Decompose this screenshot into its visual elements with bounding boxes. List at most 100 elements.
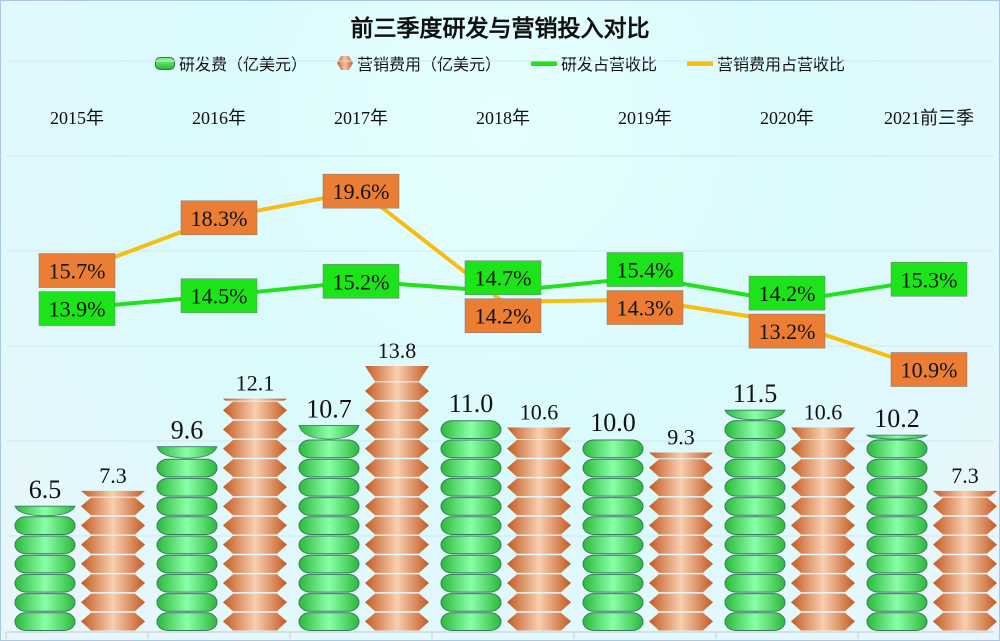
rd-bar-unit <box>582 535 644 555</box>
rd-bar-unit <box>156 477 218 497</box>
rd-bar-unit <box>298 516 360 535</box>
rd-bar-value-label: 11.5 <box>733 379 778 408</box>
marketing-bar-unit <box>365 459 429 477</box>
marketing-ratio-label: 15.7% <box>49 259 106 284</box>
rd-bar-partial <box>156 446 218 459</box>
rd-bar-unit <box>724 477 786 497</box>
rd-bar-unit <box>866 554 928 574</box>
rd-bar-unit <box>156 573 218 593</box>
rd-bar-unit <box>724 535 786 555</box>
rd-bar-partial <box>866 434 928 440</box>
marketing-ratio-label-box <box>180 200 258 236</box>
marketing-ratio-label-box <box>606 290 684 325</box>
marketing-bar-unit <box>507 593 571 612</box>
marketing-bar-unit <box>933 612 997 631</box>
rd-ratio-label: 14.5% <box>191 284 248 309</box>
marketing-bar-partial <box>791 427 855 439</box>
marketing-bar-unit <box>365 440 429 458</box>
marketing-bar-unit <box>649 497 713 516</box>
marketing-bar-partial <box>649 452 713 459</box>
rd-bar-unit <box>582 439 644 459</box>
rd-bar-unit <box>298 535 360 555</box>
rd-bar-unit <box>156 458 218 478</box>
rd-bar-unit <box>14 573 76 593</box>
marketing-bar-unit <box>791 516 855 535</box>
rd-ratio-label: 14.2% <box>759 281 816 306</box>
marketing-ratio-label-box <box>890 352 968 387</box>
rd-bar-unit <box>866 458 928 478</box>
marketing-ratio-label-box <box>464 298 542 333</box>
rd-ratio-label-box <box>38 291 116 326</box>
category-label: 2015年 <box>50 108 104 128</box>
rd-bar-unit <box>298 458 360 478</box>
rd-bar-unit <box>724 497 786 516</box>
marketing-bar-unit <box>81 574 145 593</box>
rd-bar-value-label: 10.7 <box>306 395 352 424</box>
rd-bar-unit <box>582 612 644 631</box>
marketing-bar-partial <box>223 398 287 401</box>
rd-bar-unit <box>724 439 786 459</box>
rd-bar-unit <box>14 516 76 535</box>
rd-bar-unit <box>724 573 786 593</box>
marketing-bar-unit <box>223 420 287 439</box>
rd-bar-unit <box>440 554 502 574</box>
green-pill-icon <box>154 56 175 70</box>
rd-bar-unit <box>582 497 644 516</box>
rd-bar-unit <box>582 593 644 612</box>
rd-bar-unit <box>298 439 360 459</box>
marketing-bar-unit <box>223 440 287 458</box>
rd-bar-unit <box>440 516 502 535</box>
marketing-bar-unit <box>365 612 429 631</box>
rd-bar-unit <box>582 458 644 478</box>
marketing-bar-unit <box>507 536 571 554</box>
marketing-bar-partial <box>507 427 571 439</box>
marketing-bar-unit <box>365 382 429 401</box>
rd-bar-unit <box>582 477 644 497</box>
marketing-bar-unit <box>365 516 429 535</box>
marketing-ratio-label: 19.6% <box>333 179 390 204</box>
marketing-ratio-label: 13.2% <box>759 319 816 344</box>
rd-bar-unit <box>14 593 76 612</box>
rd-bar-unit <box>298 593 360 612</box>
marketing-bar-unit <box>81 593 145 612</box>
rd-bar-unit <box>298 477 360 497</box>
marketing-bar-unit <box>649 478 713 497</box>
marketing-bar-unit <box>365 401 429 420</box>
marketing-bar-unit <box>223 497 287 516</box>
rd-bar-unit <box>440 420 502 439</box>
rd-bar-unit <box>440 477 502 497</box>
marketing-bar-value-label: 12.1 <box>236 371 275 396</box>
marketing-bar-unit <box>223 574 287 593</box>
marketing-ratio-label: 14.2% <box>475 304 532 329</box>
rd-ratio-label-box <box>464 260 542 295</box>
rd-bar-unit <box>724 612 786 631</box>
yellow-line-icon <box>687 60 714 66</box>
marketing-bar-unit <box>223 459 287 477</box>
rd-bar-unit <box>156 535 218 555</box>
marketing-bar-unit <box>507 574 571 593</box>
rd-bar-unit <box>14 535 76 555</box>
rd-bar-unit <box>866 477 928 497</box>
marketing-ratio-label: 10.9% <box>901 358 958 383</box>
rd-bar-unit <box>14 554 76 574</box>
rd-bar-unit <box>14 612 76 631</box>
marketing-bar-unit <box>81 497 145 516</box>
rd-ratio-label-box <box>748 275 826 311</box>
rd-ratio-label: 15.3% <box>901 267 958 292</box>
rd-ratio-label-box <box>322 264 400 299</box>
marketing-ratio-label-box <box>322 173 400 209</box>
marketing-bar-unit <box>933 593 997 612</box>
rd-ratio-label-box <box>180 278 258 313</box>
rd-ratio-label-box <box>890 262 968 297</box>
marketing-bar-value-label: 13.8 <box>378 338 417 363</box>
rd-bar-unit <box>440 497 502 516</box>
rd-bar-unit <box>866 516 928 535</box>
rd-bar-unit <box>298 554 360 574</box>
marketing-bar-unit <box>365 497 429 516</box>
marketing-bar-unit <box>933 574 997 593</box>
rd-bar-value-label: 10.2 <box>874 404 920 433</box>
rd-bar-partial <box>14 505 76 517</box>
marketing-bar-unit <box>791 497 855 516</box>
marketing-bar-partial <box>81 490 145 497</box>
